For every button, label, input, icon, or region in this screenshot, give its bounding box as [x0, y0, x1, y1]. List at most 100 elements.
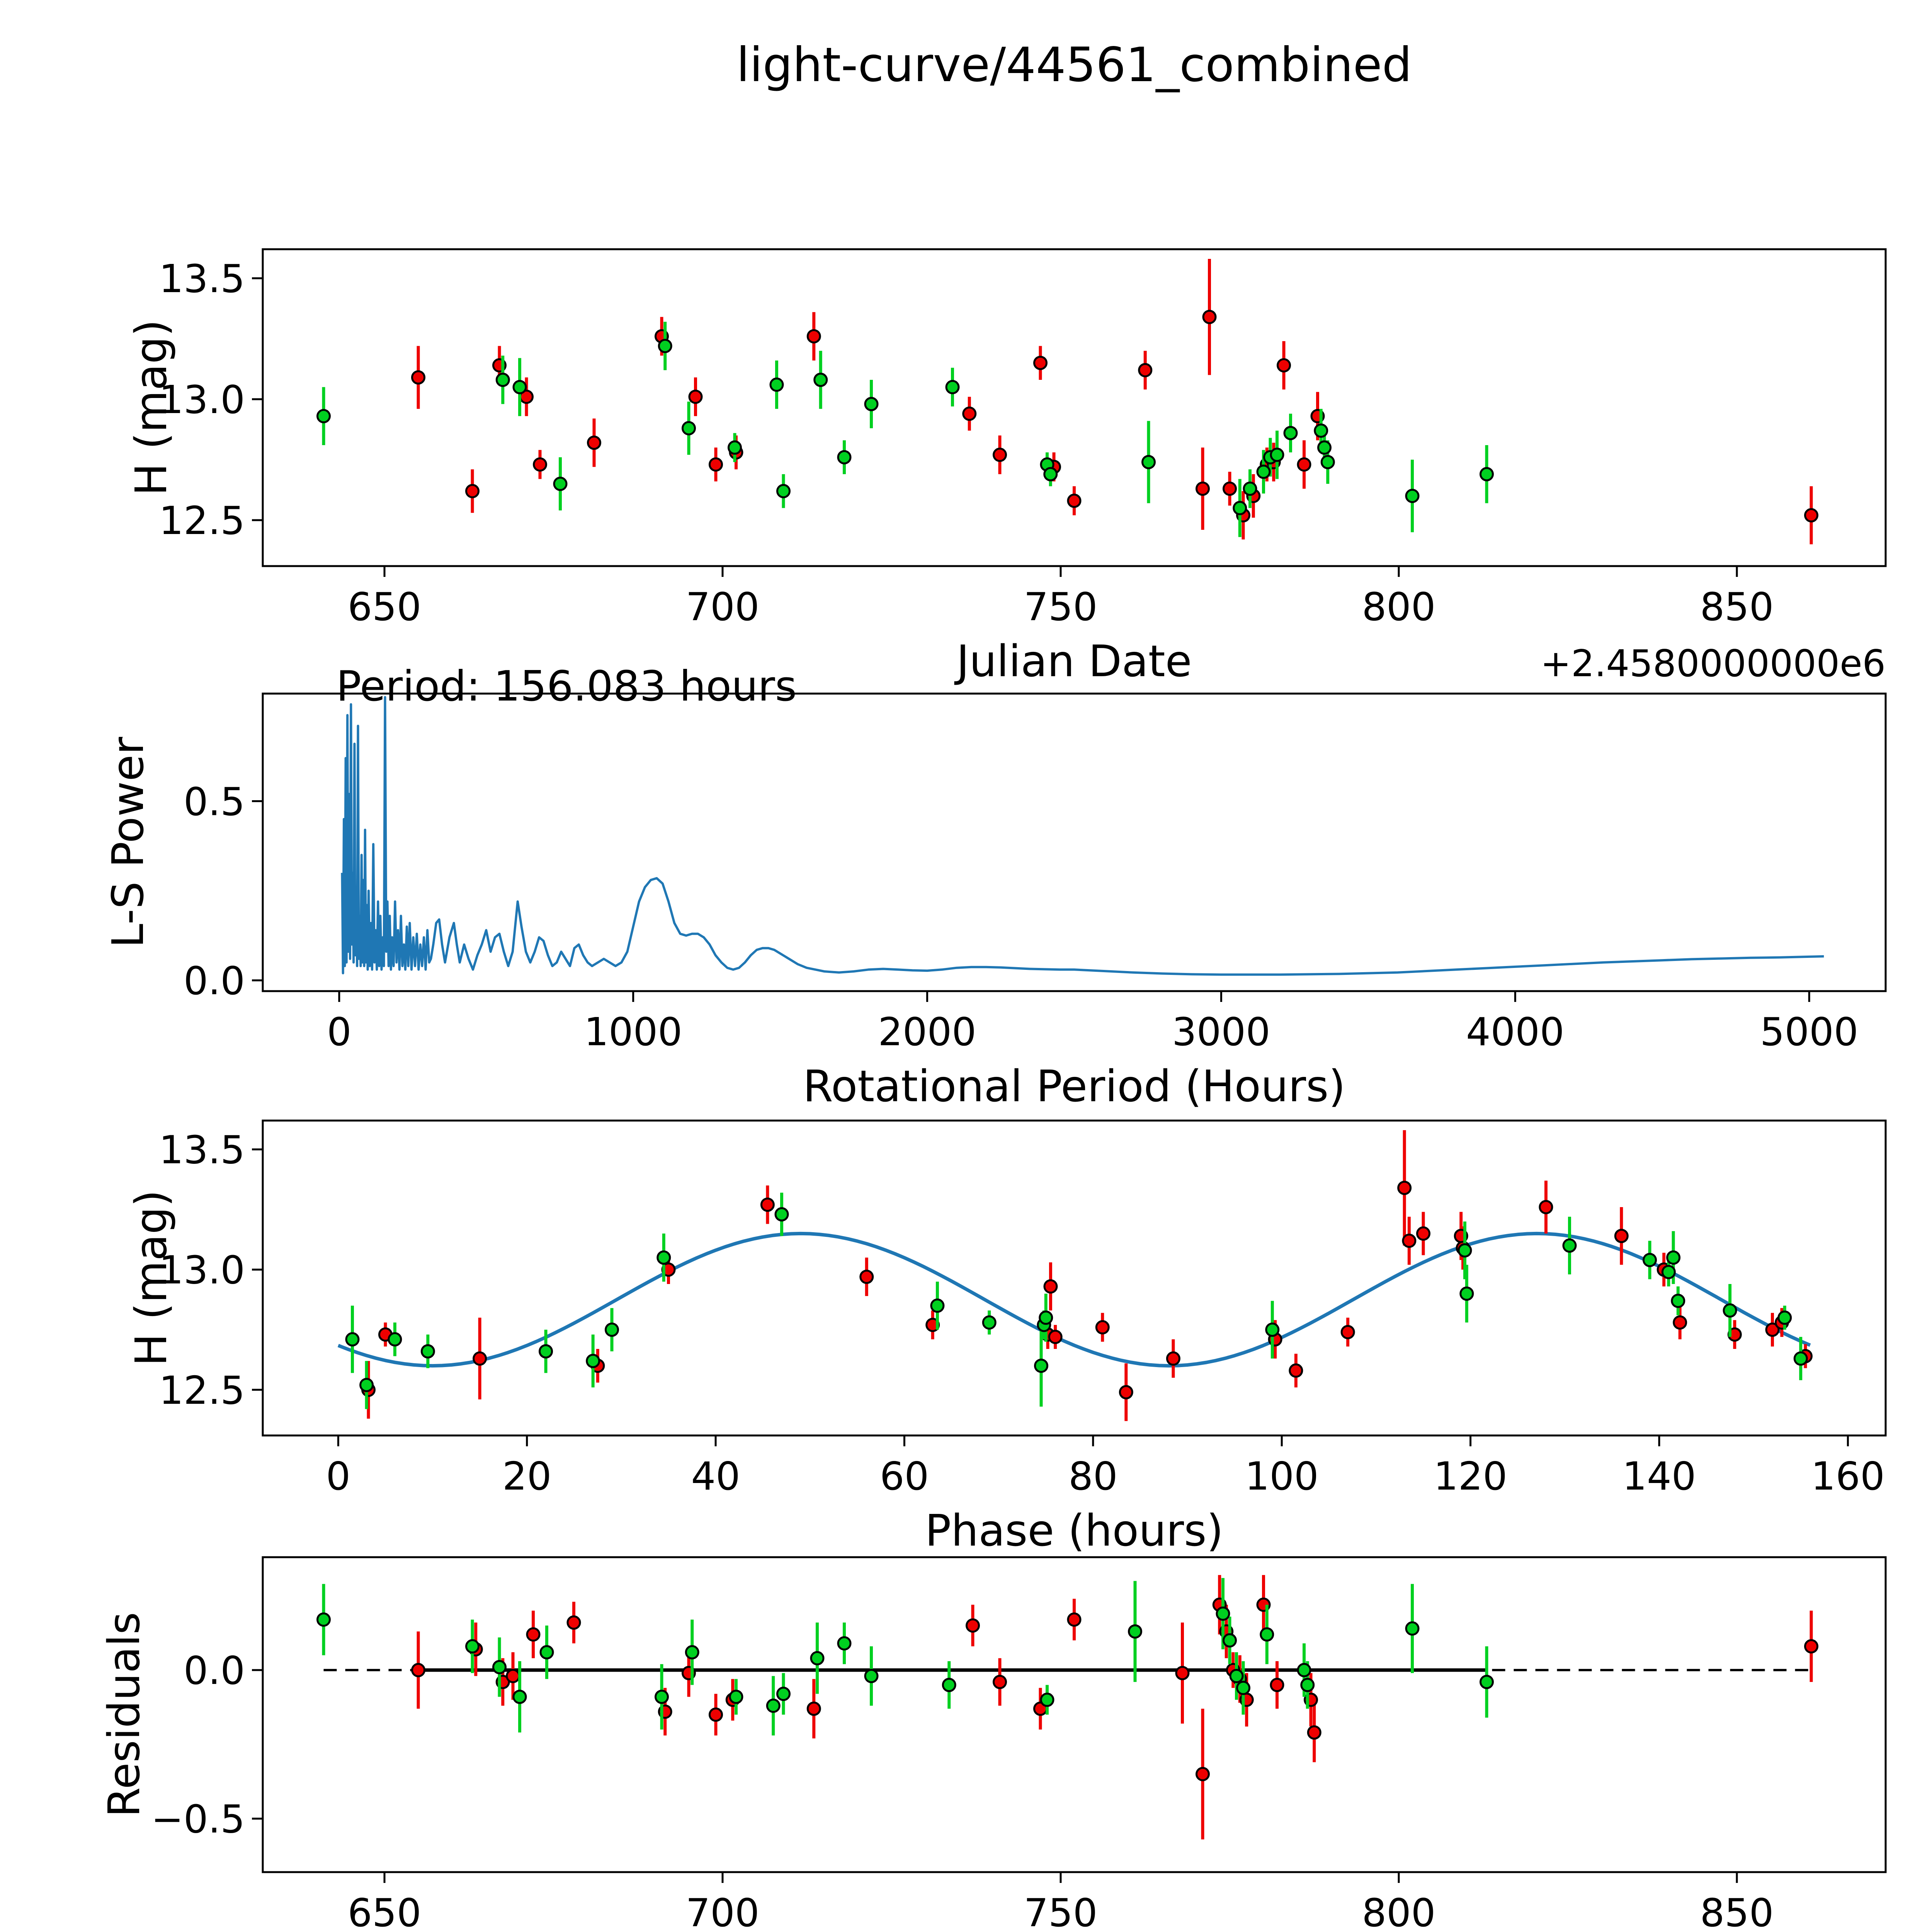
- data-point: [962, 406, 977, 421]
- data-point: [688, 389, 703, 404]
- data-point: [1405, 1621, 1420, 1636]
- x-tick-label: 650: [348, 1890, 422, 1932]
- x-tick-label: 750: [1024, 1890, 1098, 1932]
- x-tick-label: 140: [1622, 1454, 1696, 1499]
- data-point: [411, 370, 425, 385]
- data-point: [1317, 440, 1332, 455]
- data-point: [1283, 426, 1298, 440]
- data-point: [1067, 493, 1082, 508]
- data-point: [806, 329, 821, 344]
- data-point: [1095, 1320, 1110, 1335]
- series-green: [316, 1578, 1494, 1736]
- data-point: [1314, 423, 1328, 438]
- data-point: [465, 1639, 480, 1654]
- y-axis-ticks: 0.0 0.5: [184, 779, 263, 1003]
- y-tick-label: 0.0: [184, 958, 245, 1003]
- data-point: [1539, 1200, 1553, 1214]
- data-point: [586, 1354, 600, 1368]
- data-point: [656, 1250, 671, 1265]
- data-point: [1402, 1233, 1417, 1248]
- data-point: [1614, 1229, 1629, 1243]
- x-axis-label: Phase (hours): [925, 1506, 1223, 1556]
- y-tick-label: 12.5: [159, 1368, 245, 1413]
- sine-fit-line: [337, 1231, 1811, 1368]
- data-point: [1138, 363, 1153, 378]
- data-point: [760, 1197, 775, 1212]
- data-point: [1661, 1265, 1676, 1279]
- data-point: [769, 378, 784, 392]
- data-point: [709, 457, 723, 472]
- data-point: [1297, 1663, 1311, 1677]
- data-point: [1196, 481, 1210, 496]
- y-axis-ticks: 0.0 −0.5: [151, 1648, 263, 1842]
- data-point: [1223, 481, 1237, 496]
- data-point: [1043, 467, 1058, 481]
- data-point: [655, 1689, 669, 1704]
- data-point: [1804, 508, 1818, 523]
- data-point: [1256, 464, 1271, 479]
- data-point: [1265, 1322, 1280, 1337]
- data-point: [1040, 1692, 1054, 1707]
- x-axis-label: Julian Date: [954, 636, 1192, 687]
- data-point: [533, 457, 547, 472]
- data-point: [1233, 501, 1247, 515]
- data-point: [420, 1344, 435, 1359]
- data-point: [1416, 1226, 1430, 1241]
- data-point: [1202, 310, 1217, 324]
- data-point: [1128, 1624, 1142, 1639]
- x-tick-label: 100: [1245, 1454, 1319, 1499]
- data-point: [492, 1660, 507, 1674]
- data-point: [512, 380, 527, 395]
- data-point: [1277, 358, 1291, 372]
- x-tick-label: 2000: [878, 1009, 976, 1054]
- x-tick-label: 40: [691, 1454, 740, 1499]
- y-axis-ticks: 12.5 13.0 13.5: [159, 1128, 263, 1413]
- data-point: [526, 1627, 541, 1642]
- data-point: [1297, 457, 1311, 472]
- x-tick-label: 5000: [1760, 1009, 1859, 1054]
- y-tick-label: 0.0: [184, 1648, 245, 1693]
- y-tick-label: −0.5: [151, 1797, 245, 1842]
- data-point: [864, 1669, 879, 1684]
- axes-box: [262, 692, 1887, 992]
- data-point: [729, 1689, 743, 1704]
- x-tick-label: 3000: [1172, 1009, 1270, 1054]
- data-point: [1397, 1180, 1412, 1195]
- data-point: [1196, 1767, 1210, 1781]
- data-point: [1723, 1303, 1737, 1318]
- x-tick-label: 1000: [584, 1009, 682, 1054]
- data-point: [388, 1332, 402, 1347]
- panels-group: 650 700 750 800 850 12.513.013.5 Julian Date +2…: [99, 248, 1887, 1932]
- data-point: [1458, 1243, 1472, 1258]
- data-point: [774, 1207, 789, 1222]
- data-point: [1223, 1633, 1237, 1648]
- data-point: [316, 409, 331, 423]
- x-axis-ticks: 0 1000 2000 3000 4000 5000: [327, 991, 1858, 1054]
- data-point: [506, 1669, 520, 1684]
- data-point: [1480, 467, 1494, 481]
- x-tick-label: 850: [1700, 1890, 1774, 1932]
- x-axis-offset-text: +2.4580000000e6: [1540, 643, 1886, 685]
- x-tick-label: 20: [502, 1454, 551, 1499]
- data-point: [942, 1678, 956, 1692]
- data-point: [1270, 447, 1284, 462]
- data-point: [587, 435, 601, 450]
- data-point: [1039, 1310, 1053, 1325]
- y-tick-label: 13.5: [159, 1128, 245, 1173]
- data-point: [1229, 1669, 1244, 1684]
- x-axis-ticks: 650 700 750 800 850: [348, 1872, 1774, 1932]
- data-point: [930, 1298, 945, 1313]
- x-tick-label: 80: [1068, 1454, 1117, 1499]
- y-tick-label: 13.5: [159, 256, 245, 301]
- y-axis-label: Residuals: [99, 1612, 150, 1817]
- y-tick-label: 12.5: [159, 498, 245, 543]
- panel-phase-folded: 0 20 40 60 80 100 120 140 160 12.5 13.0 13.5 Phase (…: [126, 1119, 1887, 1556]
- periodogram-line: [341, 696, 1824, 976]
- x-tick-label: 4000: [1466, 1009, 1565, 1054]
- x-tick-label: 800: [1362, 584, 1436, 629]
- data-point: [316, 1612, 331, 1627]
- series-red: [411, 259, 1818, 544]
- data-point: [813, 372, 828, 387]
- axes-box: [262, 1556, 1887, 1873]
- data-point: [1289, 1363, 1303, 1378]
